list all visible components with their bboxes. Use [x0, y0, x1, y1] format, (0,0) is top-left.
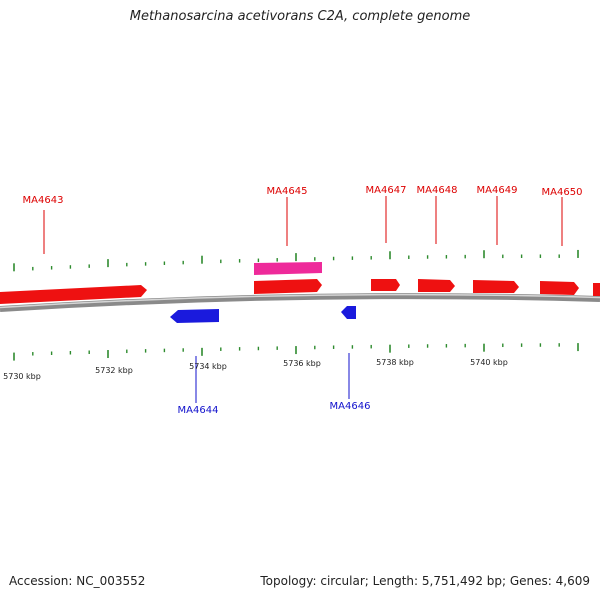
backbone-highlight — [0, 293, 600, 309]
scale-labels: 5730 kbp 5732 kbp 5734 kbp 5736 kbp 5738… — [3, 358, 508, 381]
gene-arrow[interactable] — [254, 279, 322, 294]
gene-arrow-next[interactable] — [593, 283, 600, 296]
gene-arrow[interactable] — [418, 279, 455, 292]
genome-stats: Topology: circular; Length: 5,751,492 bp… — [260, 574, 590, 588]
gene-arrow[interactable] — [0, 285, 147, 304]
scale-label: 5732 kbp — [95, 366, 133, 375]
gene-ma4650[interactable]: MA4650 — [540, 187, 600, 296]
gene-arrow[interactable] — [371, 279, 400, 291]
gene-arrow[interactable] — [473, 280, 519, 293]
accession-label: Accession: NC_003552 — [9, 574, 146, 588]
scale-label: 5740 kbp — [470, 358, 508, 367]
gene-label[interactable]: MA4643 — [23, 195, 64, 206]
gene-ma4645[interactable]: MA4645 — [254, 186, 322, 294]
gene-arrow-highlight[interactable] — [254, 262, 322, 275]
backbone-line — [0, 293, 600, 312]
forward-tick-track — [13, 249, 579, 272]
scale-label: 5738 kbp — [376, 358, 414, 367]
scale-label: 5736 kbp — [283, 359, 321, 368]
map-title: Methanosarcina acetivorans C2A, complete… — [129, 9, 471, 24]
gene-label[interactable]: MA4644 — [178, 405, 219, 416]
scale-label: 5730 kbp — [3, 372, 41, 381]
gene-label[interactable]: MA4646 — [330, 401, 371, 412]
gene-label[interactable]: MA4648 — [417, 185, 458, 196]
gene-ma4644[interactable]: MA4644 — [170, 309, 219, 416]
gene-label[interactable]: MA4645 — [267, 186, 308, 197]
scale-label: 5734 kbp — [189, 362, 227, 371]
gene-label[interactable]: MA4650 — [542, 187, 583, 198]
gene-ma4648[interactable]: MA4648 — [417, 185, 458, 292]
gene-label[interactable]: MA4649 — [477, 185, 518, 196]
genome-backbone — [0, 293, 600, 312]
gene-arrow[interactable] — [540, 281, 579, 295]
reverse-tick-track — [13, 343, 579, 361]
gene-arrow[interactable] — [341, 306, 356, 319]
gene-ma4643[interactable]: MA4643 — [0, 195, 147, 304]
gene-label[interactable]: MA4647 — [366, 185, 407, 196]
gene-ma4646[interactable]: MA4646 — [330, 306, 371, 412]
gene-ma4647[interactable]: MA4647 — [366, 185, 407, 291]
gene-ma4649[interactable]: MA4649 — [473, 185, 519, 293]
gene-arrow[interactable] — [170, 309, 219, 323]
